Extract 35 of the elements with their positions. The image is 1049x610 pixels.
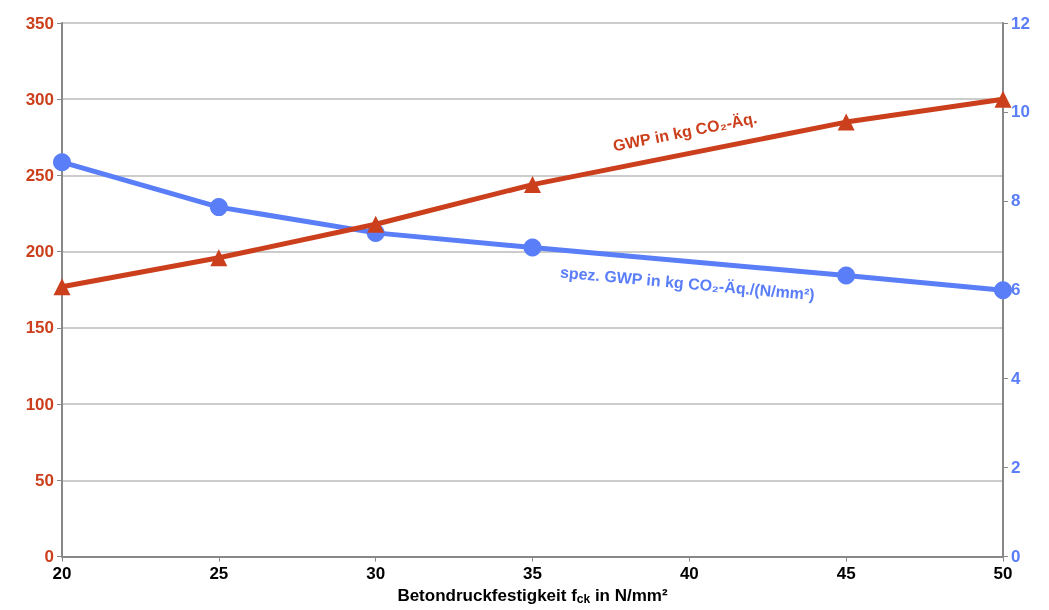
x-tick-label: 20 — [52, 563, 72, 583]
x-tick-label: 35 — [523, 563, 542, 583]
y2-tick-label: 2 — [1011, 458, 1021, 478]
y2-tick-label: 10 — [1011, 102, 1030, 122]
x-tick-label: 25 — [209, 563, 229, 583]
y-tick-label: 250 — [25, 165, 54, 185]
y-tick-label: 350 — [25, 13, 54, 33]
point — [210, 249, 228, 267]
y-tick-label: 150 — [25, 318, 54, 338]
y2-tick-label: 8 — [1011, 191, 1021, 211]
y2-tick-label: 0 — [1011, 547, 1021, 567]
text: spez. GWP in kg CO₂-Äq./(N/mm²) — [559, 263, 816, 304]
point — [367, 215, 385, 233]
y2-tick-label: 4 — [1011, 369, 1021, 389]
x-tick-label: 30 — [366, 563, 386, 583]
x-tick-label: 50 — [993, 563, 1013, 583]
point — [53, 153, 71, 172]
point — [524, 176, 541, 194]
point — [837, 266, 856, 285]
point — [994, 281, 1012, 300]
x-tick-label: 40 — [679, 563, 699, 583]
y-tick-label: 100 — [25, 394, 54, 414]
x-tick-label: 45 — [836, 563, 856, 583]
y2-tick-label: 6 — [1011, 280, 1021, 300]
y-tick-label: 0 — [44, 547, 54, 567]
point — [994, 90, 1012, 108]
y-tick-label: 300 — [25, 89, 54, 109]
point — [837, 113, 855, 131]
point — [53, 278, 71, 296]
y-tick-label: 200 — [25, 242, 54, 262]
y-tick-label: 50 — [35, 470, 54, 490]
y2-tick-label: 12 — [1011, 13, 1030, 33]
point — [209, 198, 228, 217]
text: GWP in kg CO₂-Äq. — [611, 109, 759, 155]
point — [523, 238, 542, 257]
